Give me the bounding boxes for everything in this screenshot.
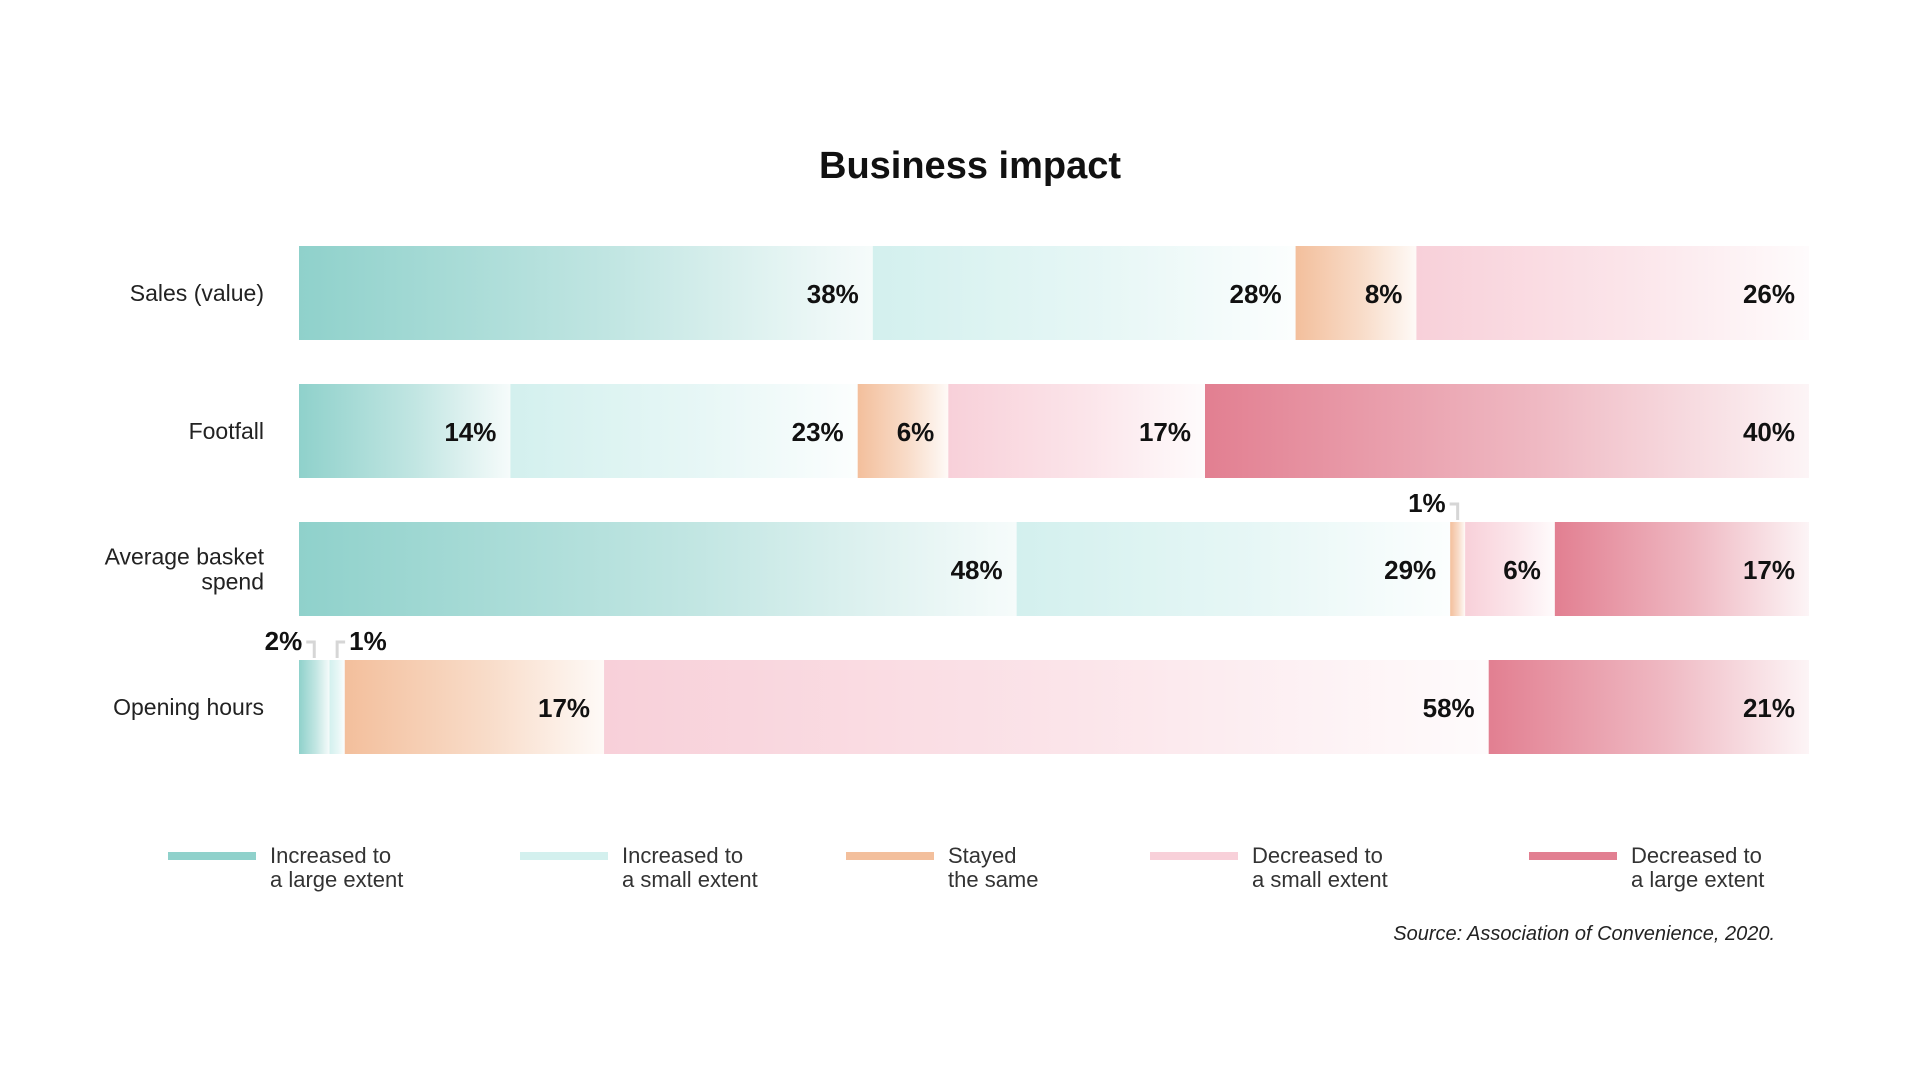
legend-item-decreased-to-a-small-extent: Decreased to a small extent <box>1150 843 1388 892</box>
bar-opening-hours-increased-to-a-large-extent <box>299 660 330 754</box>
legend-label-increased-to-a-large-extent: Increased to a large extent <box>270 843 403 892</box>
legend: Increased to a large extent Increased to a … <box>168 843 1764 892</box>
legend-swatch-increased-to-a-large-extent <box>168 852 256 860</box>
bar-average-basket-spend-increased-to-a-small-extent <box>1016 522 1451 616</box>
bar-sales-value-decreased-to-a-small-extent <box>1416 246 1809 340</box>
bar-opening-hours-increased-to-a-small-extent <box>329 660 345 754</box>
value-label-average-basket-spend-increased-to-a-large-extent: 48% <box>951 555 1003 585</box>
legend-item-increased-to-a-small-extent: Increased to a small extent <box>520 843 758 892</box>
value-label-footfall-stayed-the-same: 6% <box>897 417 935 447</box>
bar-sales-value-stayed-the-same <box>1295 246 1417 340</box>
legend-item-decreased-to-a-large-extent: Decreased to a large extent <box>1529 843 1764 892</box>
legend-swatch-decreased-to-a-large-extent <box>1529 852 1617 860</box>
bar-average-basket-spend-increased-to-a-large-extent <box>299 522 1017 616</box>
callout-bracket-opening-hours-increased-to-a-large-extent <box>306 640 316 658</box>
legend-item-increased-to-a-large-extent: Increased to a large extent <box>168 843 403 892</box>
bar-footfall-increased-to-a-small-extent <box>510 384 858 478</box>
value-label-footfall-increased-to-a-large-extent: 14% <box>444 417 496 447</box>
bar-opening-hours-decreased-to-a-large-extent <box>1488 660 1809 754</box>
value-label-opening-hours-decreased-to-a-small-extent: 58% <box>1423 693 1475 723</box>
row-average-basket-spend: Average basket spend 48% 29% 1% 6% 17% <box>105 488 1809 616</box>
value-label-footfall-increased-to-a-small-extent: 23% <box>792 417 844 447</box>
bar-footfall-stayed-the-same <box>857 384 949 478</box>
legend-label-increased-to-a-small-extent: Increased to a small extent <box>622 843 758 892</box>
value-label-sales-value-stayed-the-same: 8% <box>1365 279 1403 309</box>
value-label-opening-hours-decreased-to-a-large-extent: 21% <box>1743 693 1795 723</box>
legend-swatch-decreased-to-a-small-extent <box>1150 852 1238 860</box>
legend-label-stayed-the-same: Stayed the same <box>948 843 1039 892</box>
category-label-footfall: Footfall <box>189 418 264 444</box>
bar-average-basket-spend-decreased-to-a-small-extent <box>1465 522 1555 616</box>
value-label-average-basket-spend-increased-to-a-small-extent: 29% <box>1384 555 1436 585</box>
legend-swatch-stayed-the-same <box>846 852 934 860</box>
value-label-opening-hours-stayed-the-same: 17% <box>538 693 590 723</box>
source-note: Source: Association of Convenience, 2020… <box>1393 923 1775 945</box>
bar-footfall-increased-to-a-large-extent <box>299 384 511 478</box>
value-label-opening-hours-increased-to-a-small-extent: 1% <box>349 626 387 656</box>
row-footfall: Footfall 14% 23% 6% 17% 40% <box>189 384 1809 478</box>
value-label-footfall-decreased-to-a-large-extent: 40% <box>1743 417 1795 447</box>
value-label-opening-hours-increased-to-a-large-extent: 2% <box>265 626 303 656</box>
category-label-sales-value: Sales (value) <box>130 280 264 306</box>
bar-average-basket-spend-decreased-to-a-large-extent <box>1554 522 1809 616</box>
value-label-sales-value-increased-to-a-small-extent: 28% <box>1230 279 1282 309</box>
value-label-average-basket-spend-decreased-to-a-large-extent: 17% <box>1743 555 1795 585</box>
value-label-average-basket-spend-decreased-to-a-small-extent: 6% <box>1503 555 1541 585</box>
chart-title: Business impact <box>819 145 1121 187</box>
legend-swatch-increased-to-a-small-extent <box>520 852 608 860</box>
bars-layer: Sales (value) 38% 28% 8% 26% Footfall 14% 23% 6%… <box>105 246 1809 754</box>
legend-label-decreased-to-a-large-extent: Decreased to a large extent <box>1631 843 1764 892</box>
legend-item-stayed-the-same: Stayed the same <box>846 843 1039 892</box>
row-sales-value: Sales (value) 38% 28% 8% 26% <box>130 246 1809 340</box>
bar-footfall-decreased-to-a-large-extent <box>1205 384 1809 478</box>
bar-opening-hours-stayed-the-same <box>344 660 605 754</box>
value-label-average-basket-spend-stayed-the-same: 1% <box>1408 488 1446 518</box>
category-label-opening-hours: Opening hours <box>113 694 264 720</box>
value-label-sales-value-decreased-to-a-small-extent: 26% <box>1743 279 1795 309</box>
bar-average-basket-spend-stayed-the-same <box>1450 522 1466 616</box>
legend-label-decreased-to-a-small-extent: Decreased to a small extent <box>1252 843 1388 892</box>
bar-sales-value-increased-to-a-small-extent <box>872 246 1296 340</box>
category-label-average-basket-spend: Average basket spend <box>105 544 265 595</box>
bar-opening-hours-decreased-to-a-small-extent <box>604 660 1489 754</box>
value-label-footfall-decreased-to-a-small-extent: 17% <box>1139 417 1191 447</box>
bar-sales-value-increased-to-a-large-extent <box>299 246 873 340</box>
value-label-sales-value-increased-to-a-large-extent: 38% <box>807 279 859 309</box>
callout-bracket-opening-hours-increased-to-a-small-extent <box>335 640 346 658</box>
row-opening-hours: Opening hours 2% 1% 17% 58% 21% <box>113 626 1809 754</box>
callout-bracket-average-basket-spend-stayed-the-same <box>1449 502 1460 520</box>
bar-footfall-decreased-to-a-small-extent <box>948 384 1205 478</box>
